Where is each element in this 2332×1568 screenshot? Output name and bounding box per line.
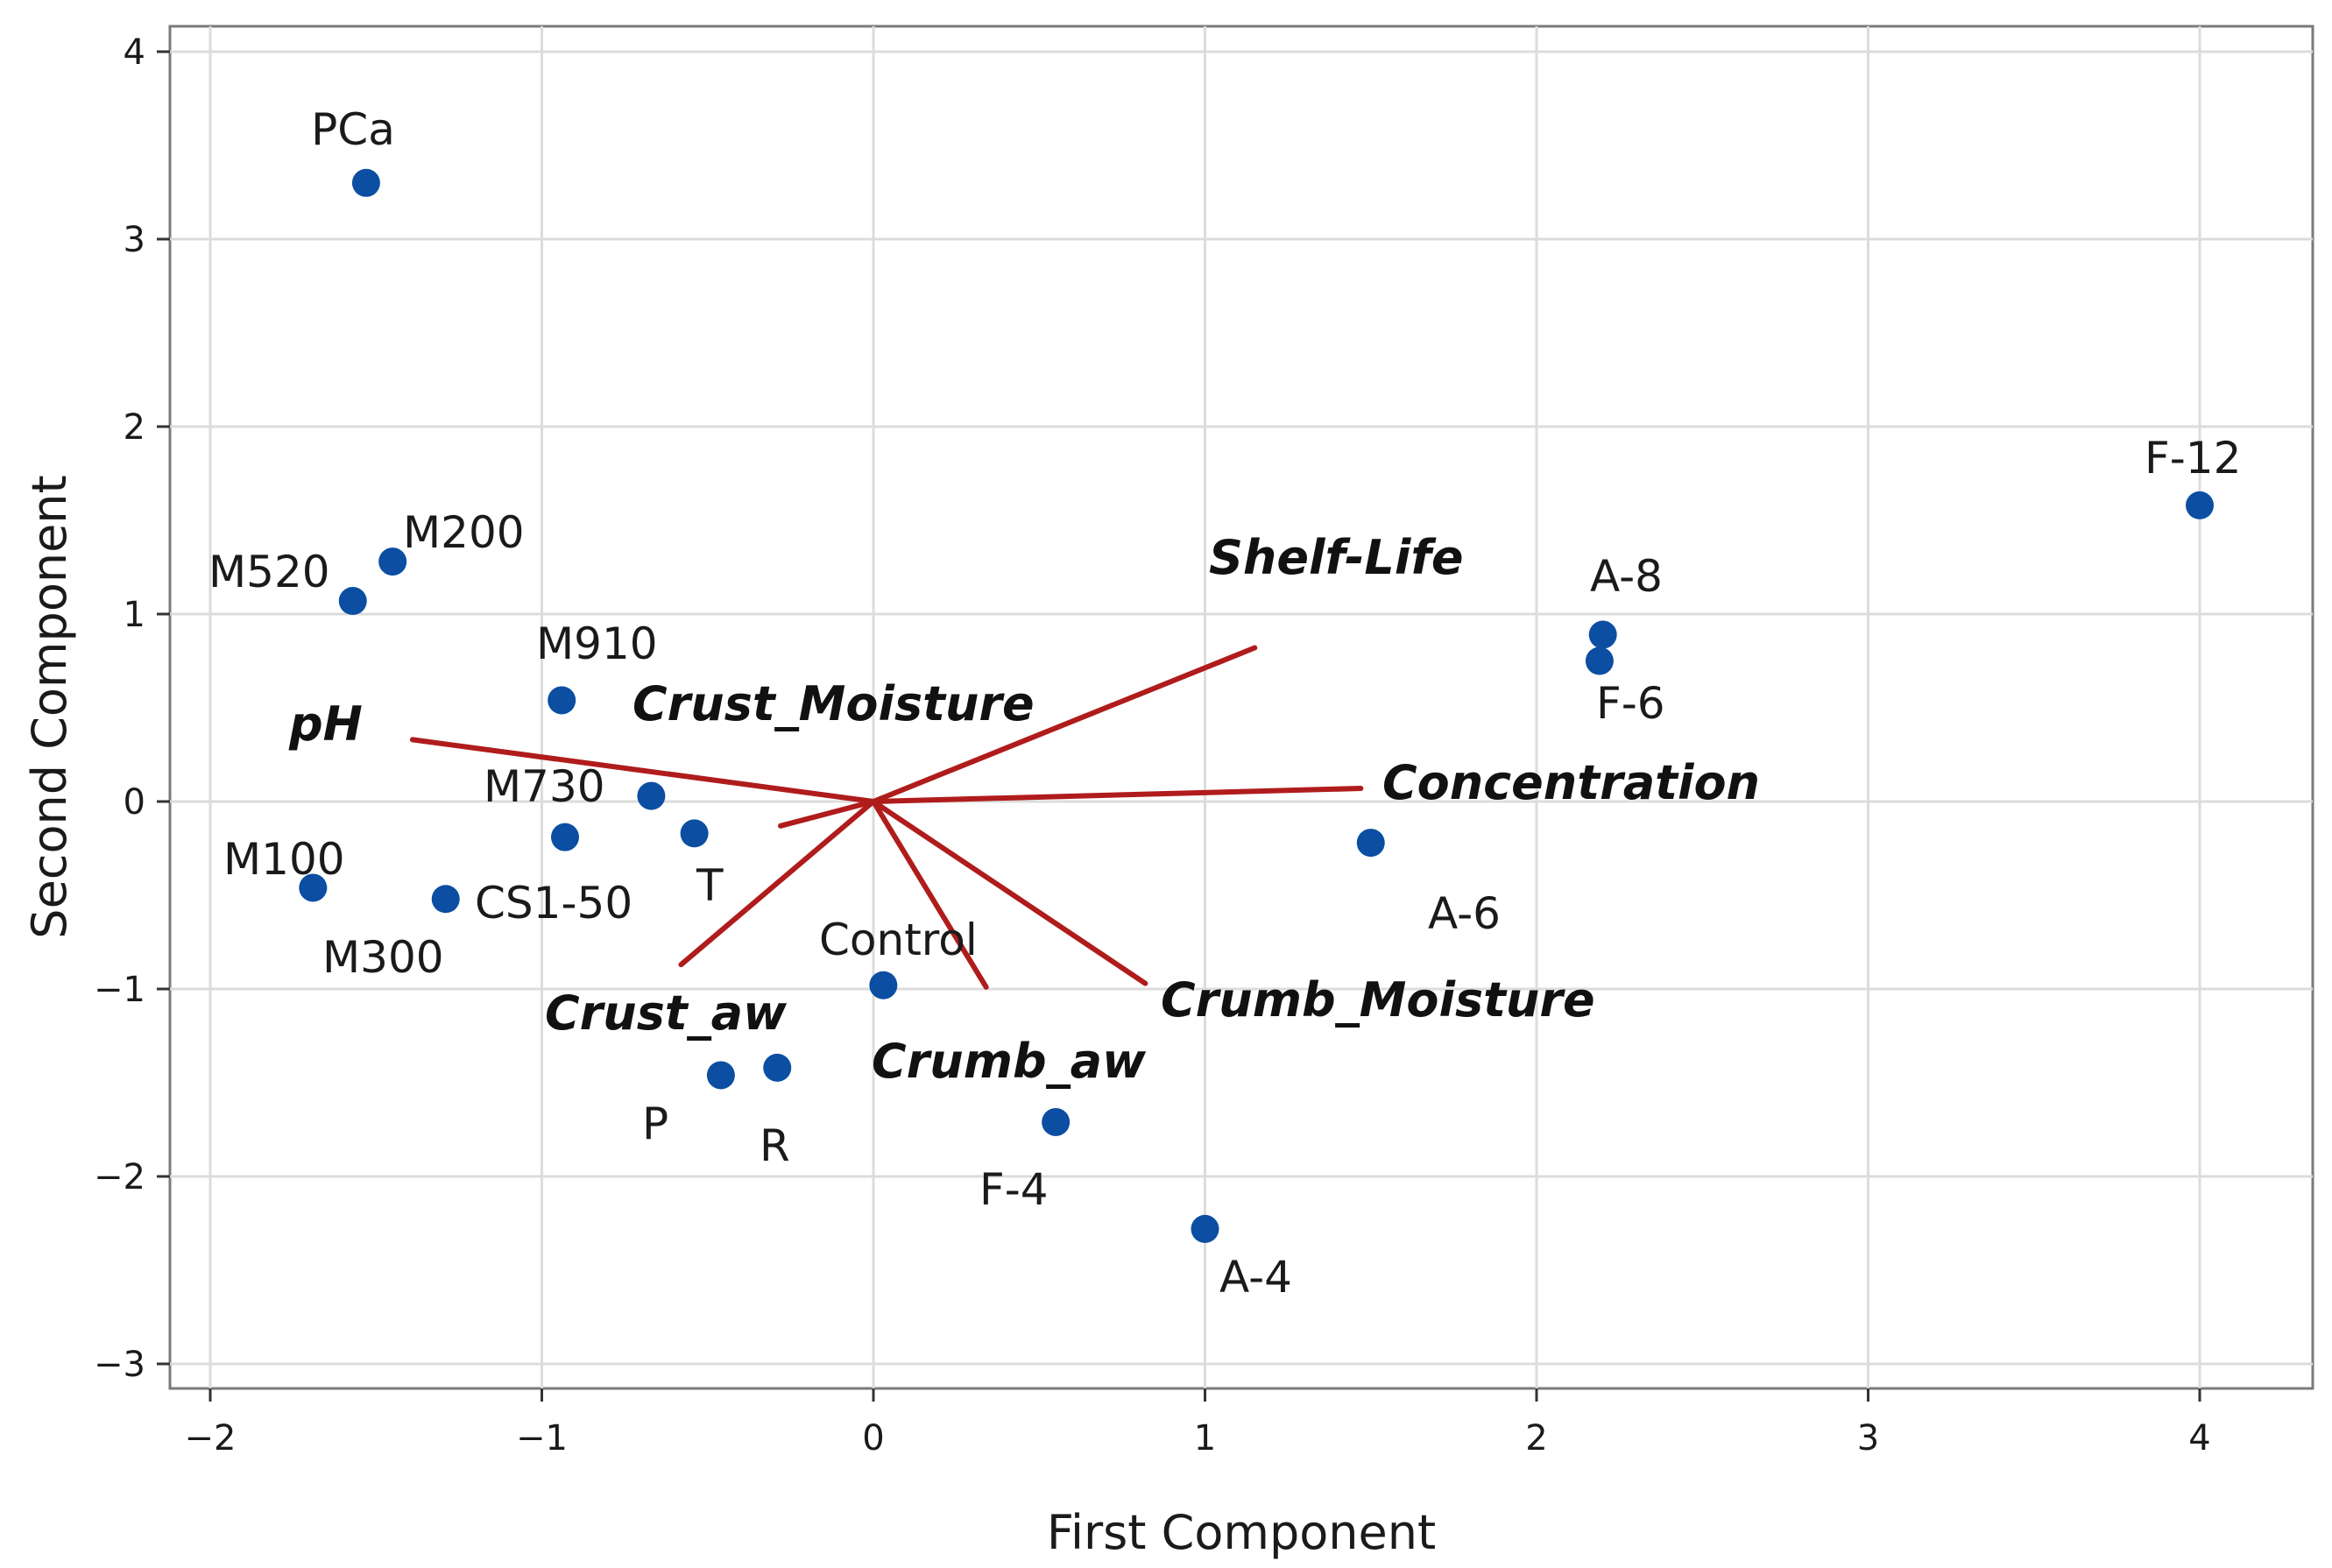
score-point [1042,1107,1071,1136]
x-tick-label: −2 [185,1418,237,1459]
score-point [299,873,328,902]
grid-lines [170,26,2313,1388]
loading-vectors [409,645,1364,990]
score-point [338,587,367,616]
x-tick-label: 3 [1857,1418,1879,1459]
score-point [680,819,709,848]
loading-vector [678,799,876,968]
axis-ticks: −2 −1 0 1 2 3 4 −3 −2 −1 0 1 2 3 4 [94,32,2211,1459]
point-label: Control [819,915,978,965]
loading-label: Shelf-Life [1209,530,1463,585]
y-tick-label: 3 [124,220,145,260]
loading-label: Crumb_aw [872,1034,1147,1089]
loading-label: pH [288,696,363,752]
score-point [1356,829,1385,858]
loading-vector [778,799,876,829]
score-point [550,823,579,851]
x-tick-label: −1 [516,1418,568,1459]
point-label: M730 [484,761,605,812]
y-tick-label: 0 [124,782,145,823]
score-point [763,1053,792,1082]
score-point [706,1061,735,1090]
point-label: F-12 [2145,433,2241,484]
score-points [299,168,2214,1243]
y-tick-label: −3 [94,1345,145,1385]
loading-label: Concentration [1382,755,1760,810]
score-point [1585,646,1614,675]
point-label: R [760,1120,790,1171]
point-label: M910 [536,618,658,669]
point-label: F-6 [1596,678,1665,729]
x-axis-title: First Component [1047,1505,1436,1560]
loading-vector [871,799,989,990]
point-label: A-6 [1428,888,1501,939]
point-labels: Shelf-Life Crust_Moisture pH Concentration C… [208,104,2241,1303]
score-point [1588,620,1617,649]
x-tick-label: 4 [2188,1418,2210,1459]
score-point [637,781,666,810]
score-point [351,168,380,197]
point-label: F-4 [979,1164,1049,1215]
score-point [869,971,898,999]
loading-vector [871,786,1364,804]
x-tick-label: 1 [1194,1418,1216,1459]
point-label: M100 [223,834,345,885]
loading-label: Crumb_Moisture [1161,972,1595,1028]
loading-vector [409,737,876,804]
point-label: PCa [311,104,395,155]
y-tick-label: 1 [124,595,145,635]
y-tick-label: −1 [94,970,145,1010]
point-label: T [696,860,724,911]
score-point [2186,491,2214,519]
point-label: P [642,1098,668,1149]
plot-frame [168,25,2314,1390]
score-point [548,686,576,715]
x-tick-label: 2 [1525,1418,1547,1459]
point-label: M520 [208,547,330,597]
point-label: CS1-50 [475,878,632,929]
loading-label: Crust_aw [545,985,788,1041]
score-point [1191,1214,1219,1243]
y-axis-title: Second Component [22,475,77,938]
score-point [378,547,407,576]
y-tick-label: −2 [94,1157,145,1197]
point-label: M300 [322,932,444,983]
y-tick-label: 2 [124,407,145,448]
loading-label: Crust_Moisture [632,676,1035,731]
x-tick-label: 0 [862,1418,884,1459]
point-label: A-4 [1219,1252,1292,1303]
score-point [431,885,460,914]
loading-vector [871,799,1148,986]
loading-vector [871,645,1258,804]
point-label: M200 [403,507,525,558]
y-tick-label: 4 [124,32,145,73]
point-label: A-8 [1590,551,1663,602]
